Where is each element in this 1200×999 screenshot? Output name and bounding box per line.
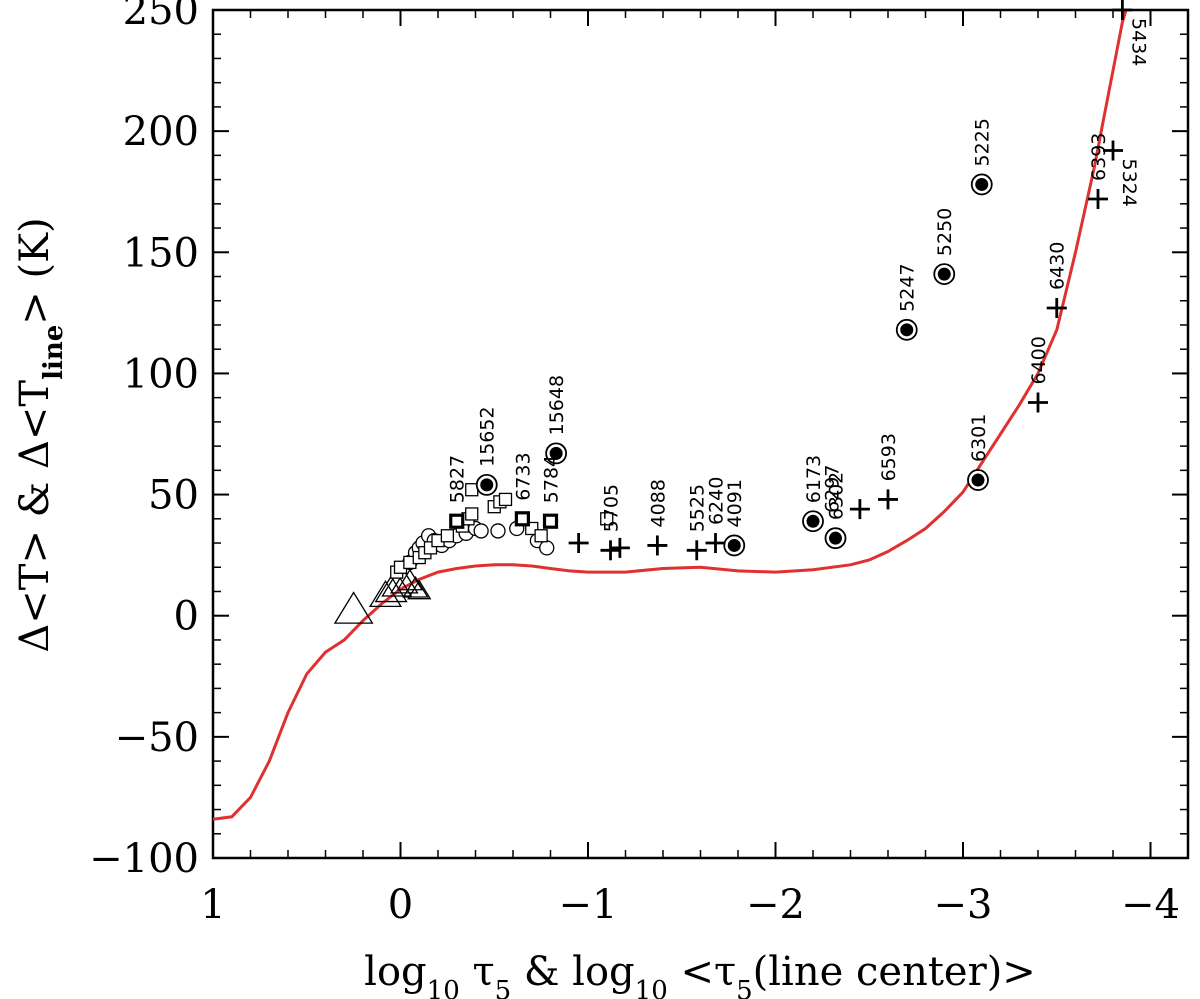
point-label: 5827 <box>447 455 469 503</box>
point-label: 6400 <box>1028 336 1050 384</box>
y-tick-label: 0 <box>174 594 199 640</box>
open-circle-point <box>490 523 506 539</box>
open-square-point <box>534 529 548 543</box>
y-tick-label: 250 <box>123 0 199 34</box>
model-curve-layer <box>213 10 1128 821</box>
x-tick-label: −2 <box>746 882 805 928</box>
triangle-point <box>333 591 374 624</box>
point-label: 6393 <box>1088 133 1110 181</box>
point-label: 5784 <box>541 455 563 503</box>
y-tick-label: 100 <box>123 351 199 397</box>
triangle-point <box>389 570 419 594</box>
point-label: 6593 <box>878 433 900 481</box>
axis-ticks <box>212 9 1188 859</box>
ringed-circle-dot <box>900 323 914 337</box>
point-label: 5434 <box>1127 18 1149 66</box>
open-square-point <box>600 512 614 526</box>
y-tick-label: 200 <box>123 109 199 155</box>
triangle-point <box>368 579 403 608</box>
point-label: 5705 <box>601 484 623 532</box>
ringed-circle-dot <box>806 514 820 528</box>
point-label: 15648 <box>546 375 568 435</box>
x-tick-label: −3 <box>934 882 993 928</box>
point-label: 5525 <box>687 484 709 532</box>
bold-square-point <box>514 511 530 527</box>
x-tick-label: −1 <box>559 882 618 928</box>
triangle-point <box>402 575 429 598</box>
point-label: 5324 <box>1118 159 1140 207</box>
bold-square-point <box>542 513 559 529</box>
y-tick-label: 50 <box>148 473 199 519</box>
data-points-layer <box>333 0 1133 624</box>
point-label: 6430 <box>1047 242 1069 290</box>
open-circle-point <box>539 540 555 556</box>
point-label: 5225 <box>972 118 994 166</box>
x-tick-label: −4 <box>1121 882 1180 928</box>
point-label: 6733 <box>512 452 534 500</box>
triangle-point <box>396 568 424 591</box>
ringed-circle-dot <box>975 177 989 191</box>
x-tick-label: 1 <box>200 882 225 928</box>
point-label: 6302 <box>826 472 848 520</box>
x-axis-title: log10 τ5 & log10 <τ5(line center)> <box>364 949 1036 999</box>
bold-square-point <box>449 513 465 529</box>
ringed-circle-dot <box>937 267 951 281</box>
point-label: 5247 <box>897 263 919 311</box>
plot-frame <box>211 8 1190 860</box>
ringed-circle-dot <box>829 531 842 545</box>
model-curve <box>213 10 1128 821</box>
y-tick-label: −100 <box>89 836 199 882</box>
ringed-circle-dot <box>480 478 494 492</box>
open-square-point <box>498 492 513 507</box>
x-tick-label: 0 <box>388 882 413 928</box>
point-label: 4088 <box>647 479 669 527</box>
tick-labels: 1 0 −1 −2 −3 −4 −100 −50 0 50 100 150 200 250 <box>89 0 1180 928</box>
triangle-point <box>381 571 413 597</box>
ringed-circle-dot <box>549 446 563 460</box>
triangle-point <box>407 579 432 600</box>
point-labels-layer: 5827 6733 5784 15652 15648 4091 6173 6302 5247 52… <box>447 18 1150 532</box>
ringed-circle-dot <box>727 538 741 552</box>
y-axis-title: Δ<T> & Δ<Tline> (K) <box>12 217 69 652</box>
y-tick-label: 150 <box>123 230 199 276</box>
plot-border <box>211 8 1190 860</box>
point-label: 6173 <box>803 455 825 503</box>
open-square-point <box>465 507 479 521</box>
open-square-point <box>440 529 455 543</box>
y-tick-label: −50 <box>115 715 199 761</box>
open-circle-point <box>473 523 489 539</box>
point-label: 6297 <box>822 465 844 513</box>
point-label: 6301 <box>968 414 990 462</box>
point-label: 4091 <box>724 479 746 527</box>
point-label: 5250 <box>934 208 956 256</box>
point-label: 6240 <box>706 477 728 525</box>
point-label: 15652 <box>477 406 499 466</box>
ringed-circle-dot <box>971 473 985 487</box>
